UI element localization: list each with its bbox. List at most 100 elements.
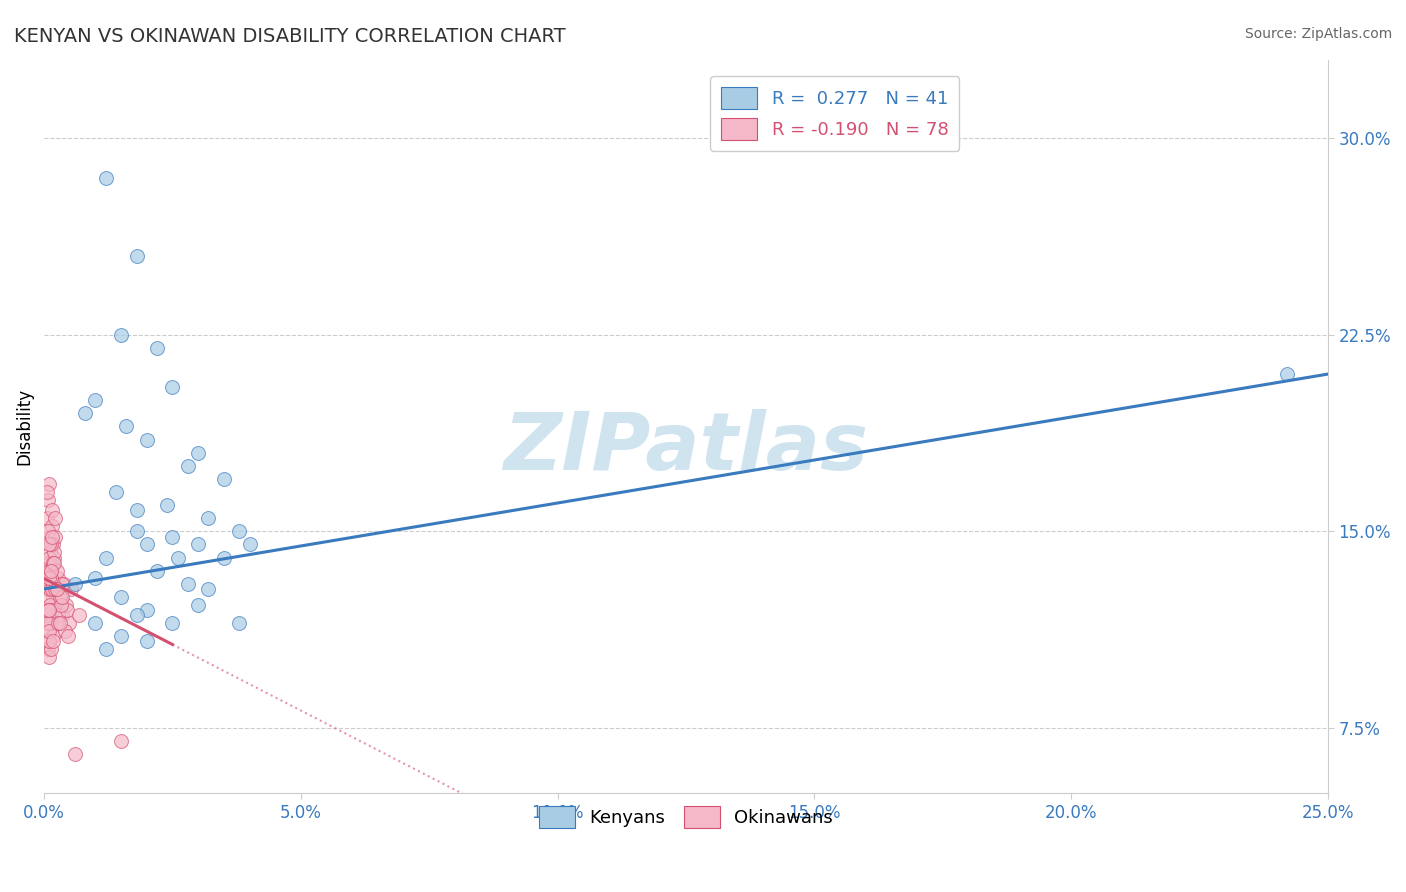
Point [38, 650, 60, 665]
Point [48, 572, 70, 586]
Point [187, 598, 209, 612]
Point [166, 550, 188, 565]
Point [37, 582, 59, 596]
Point [197, 511, 219, 525]
Text: ZIPatlas: ZIPatlas [503, 409, 869, 488]
Point [39, 556, 62, 570]
Point [42, 634, 65, 648]
Point [39, 545, 62, 559]
Point [38, 603, 60, 617]
Point [94, 642, 117, 657]
Point [48, 615, 70, 630]
Point [38, 582, 60, 596]
Point [94, 550, 117, 565]
Point [42, 629, 65, 643]
Point [75, 406, 97, 420]
Point [146, 341, 169, 355]
Point [56, 629, 79, 643]
Point [115, 419, 138, 434]
Point [37, 608, 59, 623]
Point [125, 249, 148, 263]
Point [63, 747, 86, 761]
Point [51, 576, 73, 591]
Point [44, 556, 66, 570]
Point [197, 582, 219, 596]
Point [39, 572, 62, 586]
Point [228, 615, 250, 630]
Point [49, 598, 72, 612]
Point [110, 734, 132, 748]
Point [51, 590, 73, 604]
Point [35, 485, 58, 500]
Point [35, 511, 58, 525]
Point [177, 458, 200, 473]
Point [48, 608, 70, 623]
Point [41, 503, 63, 517]
Point [39, 564, 62, 578]
Point [37, 615, 59, 630]
Point [38, 556, 60, 570]
Point [41, 582, 63, 596]
Point [42, 537, 65, 551]
Point [46, 582, 69, 596]
Point [38, 572, 60, 586]
Point [38, 608, 60, 623]
Text: Source: ZipAtlas.com: Source: ZipAtlas.com [1244, 27, 1392, 41]
Point [38, 590, 60, 604]
Point [46, 564, 69, 578]
Text: KENYAN VS OKINAWAN DISABILITY CORRELATION CHART: KENYAN VS OKINAWAN DISABILITY CORRELATIO… [14, 27, 565, 45]
Point [67, 608, 90, 623]
Point [37, 603, 59, 617]
Point [238, 537, 260, 551]
Point [44, 511, 66, 525]
Point [156, 498, 179, 512]
Point [212, 550, 235, 565]
Point [53, 624, 76, 638]
Point [37, 576, 59, 591]
Point [105, 485, 128, 500]
Point [94, 170, 117, 185]
Point [135, 433, 157, 447]
Point [38, 564, 60, 578]
Point [110, 327, 132, 342]
Point [162, 615, 184, 630]
Point [125, 524, 148, 539]
Point [49, 590, 72, 604]
Point [110, 629, 132, 643]
Point [146, 564, 169, 578]
Point [37, 624, 59, 638]
Point [42, 590, 65, 604]
Point [177, 576, 200, 591]
Point [39, 642, 62, 657]
Point [37, 492, 59, 507]
Point [1275, 367, 1298, 381]
Point [39, 615, 62, 630]
Point [135, 537, 157, 551]
Point [48, 590, 70, 604]
Point [55, 598, 77, 612]
Point [51, 608, 73, 623]
Point [38, 624, 60, 638]
Point [162, 529, 184, 543]
Point [187, 537, 209, 551]
Point [37, 524, 59, 539]
Point [42, 556, 65, 570]
Point [84, 615, 107, 630]
Point [38, 615, 60, 630]
Point [37, 642, 59, 657]
Point [187, 445, 209, 459]
Point [39, 564, 62, 578]
Point [39, 572, 62, 586]
Point [110, 590, 132, 604]
Point [135, 603, 157, 617]
Point [84, 393, 107, 408]
Point [63, 576, 86, 591]
Point [125, 503, 148, 517]
Point [44, 582, 66, 596]
Point [41, 529, 63, 543]
Point [35, 634, 58, 648]
Point [35, 564, 58, 578]
Point [44, 550, 66, 565]
Point [48, 615, 70, 630]
Point [228, 524, 250, 539]
